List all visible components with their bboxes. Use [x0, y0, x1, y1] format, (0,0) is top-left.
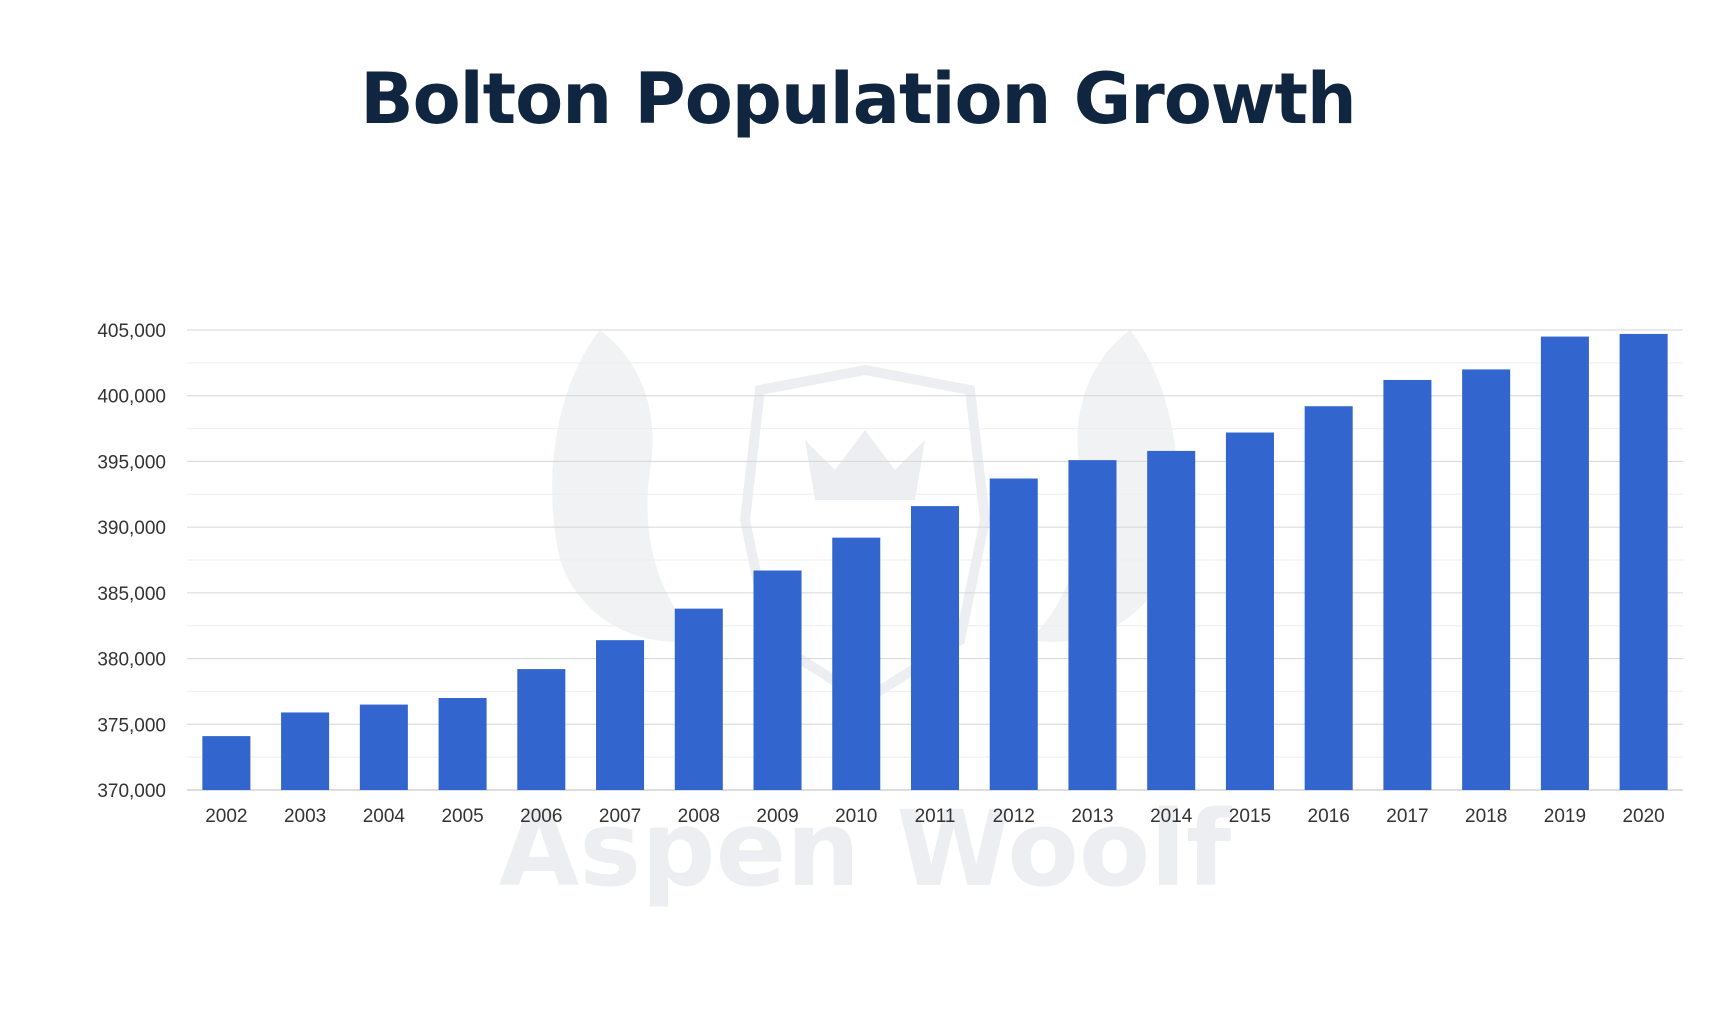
x-tick-label: 2008 [678, 806, 720, 827]
x-tick-label: 2004 [363, 806, 406, 827]
x-tick-label: 2002 [205, 806, 247, 827]
x-tick-label: 2010 [835, 806, 877, 827]
x-tick-label: 2005 [441, 806, 483, 827]
x-tick-label: 2012 [993, 806, 1035, 827]
bar-2019 [1540, 336, 1589, 790]
bars [202, 333, 1668, 790]
bar-2006 [517, 669, 566, 790]
bar-2013 [1068, 460, 1117, 790]
bar-2007 [596, 640, 645, 790]
y-tick-label: 380,000 [97, 650, 166, 671]
bar-2017 [1383, 379, 1432, 790]
bar-2016 [1304, 406, 1353, 790]
x-tick-label: 2003 [284, 806, 326, 827]
watermark-text: Aspen Woolf [499, 788, 1233, 910]
bar-2009 [753, 570, 802, 790]
chart-title: Bolton Population Growth [360, 58, 1357, 140]
bar-2004 [359, 704, 408, 790]
bar-2003 [281, 712, 330, 790]
x-tick-label: 2006 [520, 806, 562, 827]
bar-2015 [1225, 432, 1274, 790]
y-axis: 370,000 375,000 380,000 385,000 390,000 395,0… [97, 321, 166, 802]
x-tick-label: 2020 [1622, 806, 1664, 827]
y-tick-label: 395,000 [97, 452, 166, 473]
y-tick-label: 385,000 [97, 584, 166, 605]
x-tick-label: 2016 [1308, 806, 1350, 827]
x-tick-label: 2017 [1386, 806, 1428, 827]
x-axis: 2002 2003 2004 2005 2006 2007 2008 2009 2010 2011… [205, 806, 1665, 827]
x-tick-label: 2007 [599, 806, 641, 827]
x-tick-label: 2018 [1465, 806, 1507, 827]
x-tick-label: 2013 [1071, 806, 1113, 827]
bar-2012 [989, 478, 1038, 790]
y-tick-label: 400,000 [97, 387, 166, 408]
bar-2008 [674, 608, 723, 790]
x-tick-label: 2015 [1229, 806, 1271, 827]
bar-2020 [1619, 333, 1668, 790]
bar-2014 [1147, 450, 1196, 790]
x-tick-label: 2009 [756, 806, 798, 827]
bar-2011 [910, 506, 960, 790]
x-tick-label: 2014 [1150, 806, 1193, 827]
bar-2018 [1462, 369, 1511, 790]
bar-2002 [202, 736, 251, 790]
y-tick-label: 390,000 [97, 518, 166, 539]
y-tick-label: 375,000 [97, 715, 166, 736]
y-tick-label: 370,000 [97, 781, 166, 802]
x-tick-label: 2019 [1544, 806, 1586, 827]
bar-2005 [438, 698, 487, 790]
x-tick-label: 2011 [915, 806, 956, 827]
bar-2010 [832, 537, 881, 790]
y-tick-label: 405,000 [97, 321, 166, 342]
